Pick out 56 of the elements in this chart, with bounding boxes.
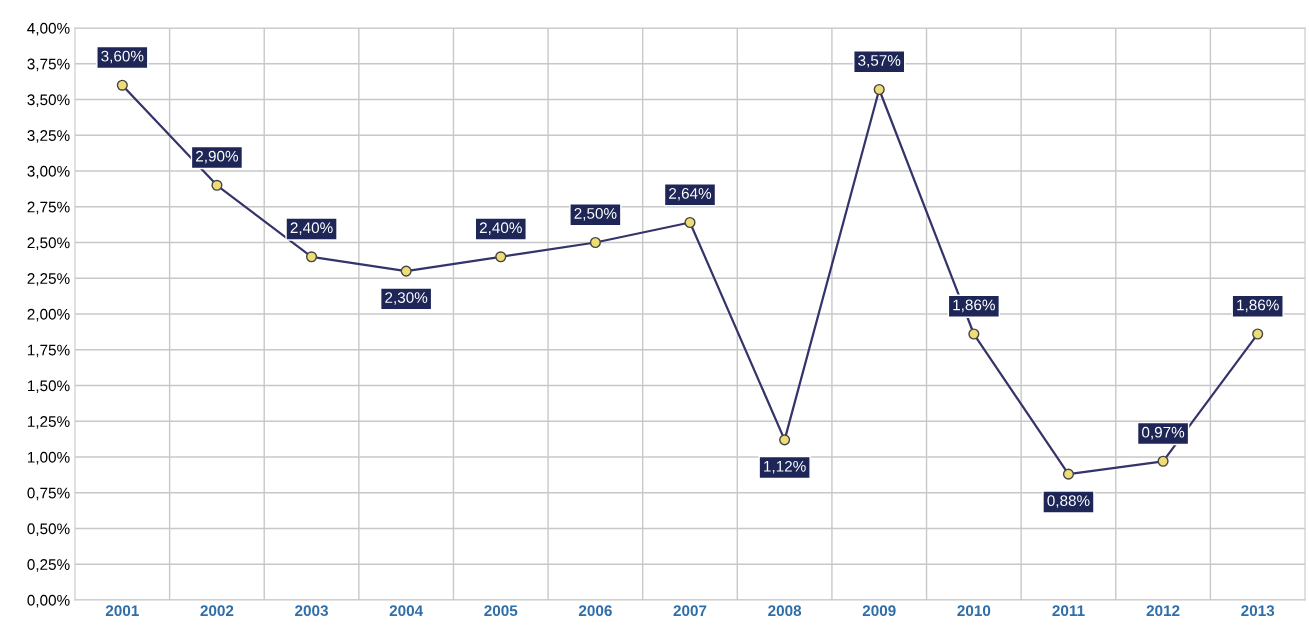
point (116, 79, 128, 91)
x-tick-label: 2002 (200, 605, 234, 617)
data-label: 2,64% (669, 187, 712, 201)
y-tick-label: 2,75% (27, 201, 70, 215)
y-tick-label: 4,00% (27, 22, 70, 36)
y-tick-label: 0,25% (27, 559, 70, 572)
x-tick-label: 2003 (295, 605, 328, 617)
y-tick-label: 3,25% (27, 130, 70, 143)
x-tick-label: 2004 (389, 605, 424, 617)
data-label: 2,40% (479, 222, 522, 235)
y-tick-label: 3,50% (27, 94, 70, 107)
x-tick-label: 2009 (862, 605, 896, 617)
x-tick-label: 2005 (484, 605, 518, 617)
point (495, 251, 507, 263)
x-tick-label: 2012 (1146, 605, 1180, 617)
point (211, 179, 223, 191)
point (684, 216, 696, 229)
data-label: 0,88% (1047, 495, 1090, 508)
point (779, 434, 791, 446)
x-tick-label: 2008 (768, 605, 802, 617)
x-tick-label: 2011 (1052, 605, 1085, 617)
point (305, 251, 318, 263)
x-tick-label: 2013 (1241, 605, 1275, 617)
data-label: 2,30% (385, 292, 428, 305)
data-label: 0,97% (1142, 426, 1185, 440)
point (400, 265, 412, 277)
data-label: 1,12% (764, 460, 806, 474)
y-tick-label: 3,00% (27, 165, 70, 179)
y-tick-label: 1,25% (27, 416, 70, 429)
y-tick-label: 0,50% (27, 523, 70, 536)
data-label: 3,60% (101, 50, 144, 64)
point (1062, 468, 1075, 480)
y-tick-label: 1,00% (27, 451, 70, 465)
data-label: 2,90% (196, 150, 239, 164)
y-tick-label: 1,75% (27, 344, 70, 358)
data-label: 1,86% (1237, 299, 1279, 313)
x-tick-label: 2010 (957, 605, 991, 617)
y-tick-label: 0,00% (27, 594, 70, 608)
point (1157, 455, 1169, 467)
data-label: 2,40% (290, 222, 333, 235)
y-tick-label: 0,75% (27, 487, 70, 501)
point (589, 236, 601, 249)
y-tick-label: 1,50% (27, 380, 70, 393)
data-label: 1,86% (953, 299, 995, 313)
y-tick-label: 3,75% (27, 58, 70, 72)
x-tick-label: 2006 (578, 605, 612, 617)
x-tick-label: 2007 (673, 605, 707, 617)
data-label: 3,57% (858, 54, 901, 68)
point (873, 83, 885, 96)
point (968, 328, 980, 340)
y-tick-label: 2,25% (27, 273, 70, 286)
y-tick-label: 2,00% (27, 308, 70, 322)
data-label: 2,50% (574, 208, 617, 221)
y-tick-label: 2,50% (27, 237, 70, 250)
x-tick-label: 2001 (105, 605, 139, 617)
point (1252, 328, 1264, 340)
